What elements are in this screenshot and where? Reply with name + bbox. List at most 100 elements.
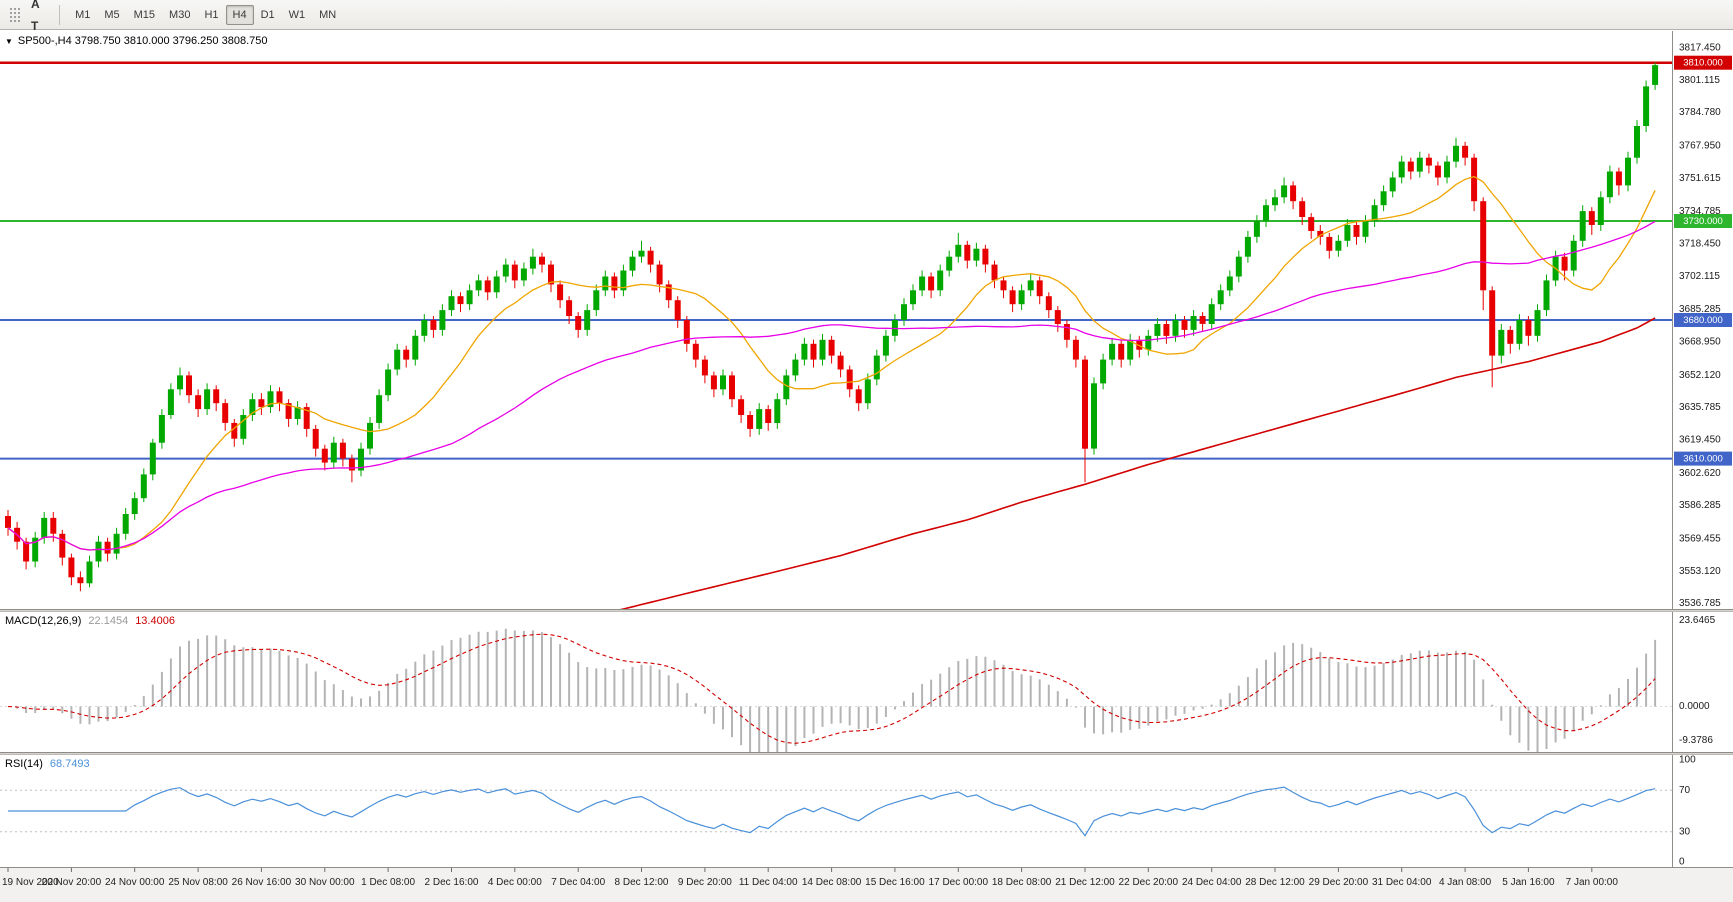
time-axis-label: 18 Dec 08:00 — [992, 877, 1052, 888]
macd-main-value: 22.1454 — [88, 615, 129, 627]
price-axis-label: 3569.455 — [1679, 533, 1721, 544]
price-chart-canvas[interactable]: 3817.450 3801.115 3784.780 3767.950 3751.615… — [0, 31, 1733, 609]
macd-axis-label: -9.3786 — [1679, 735, 1713, 746]
timeframe-m15-button[interactable]: M15 — [127, 5, 162, 25]
time-axis-label: 11 Dec 04:00 — [739, 877, 798, 888]
candlestick-series — [5, 62, 1659, 592]
timeframe-w1-button[interactable]: W1 — [282, 5, 313, 25]
text-tool-button[interactable]: T — [26, 15, 48, 37]
toolbar-separator — [59, 4, 61, 25]
timeframe-mn-button[interactable]: MN — [312, 5, 343, 25]
price-axis-label: 3668.950 — [1679, 337, 1721, 348]
rsi-axis-label: 100 — [1679, 755, 1696, 766]
price-axis-label: 3536.785 — [1679, 598, 1721, 609]
price-axis-label: 3817.450 — [1679, 43, 1721, 54]
time-axis-label: 8 Dec 12:00 — [615, 877, 669, 888]
svg-text:3680.000: 3680.000 — [1683, 315, 1723, 326]
timeframe-m1-button[interactable]: M1 — [68, 5, 97, 25]
time-axis-label: 31 Dec 04:00 — [1372, 877, 1432, 888]
timeframe-buttons: M1 M5 M15 M30 H1 H4 D1 W1 MN — [68, 4, 343, 25]
macd-axis-label: 23.6465 — [1679, 615, 1716, 626]
time-axis-label: 15 Dec 16:00 — [865, 877, 925, 888]
time-axis-label: 14 Dec 08:00 — [802, 877, 862, 888]
price-tag-3730.000[interactable]: 3730.000 — [1674, 214, 1732, 228]
time-axis[interactable]: 19 Nov 2020 20 Nov 20:00 24 Nov 00:00 25 No… — [0, 868, 1733, 902]
rsi-axis-label: 0 — [1679, 857, 1685, 867]
time-axis-label: 24 Nov 00:00 — [105, 877, 165, 888]
time-axis-label: 22 Dec 20:00 — [1119, 877, 1179, 888]
ma-slow-line — [619, 317, 1656, 609]
price-axis-label: 3602.620 — [1679, 468, 1721, 479]
time-axis-label: 24 Dec 04:00 — [1182, 877, 1242, 888]
ma-mid-line — [7, 220, 1656, 551]
price-axis-label: 3586.285 — [1679, 500, 1721, 511]
time-axis-label: 21 Dec 12:00 — [1055, 877, 1115, 888]
price-axis-label: 3767.950 — [1679, 141, 1721, 152]
svg-text:3810.000: 3810.000 — [1683, 58, 1723, 69]
rsi-readout: RSI(14) 68.7493 — [5, 758, 90, 770]
price-tag-3680.000[interactable]: 3680.000 — [1674, 313, 1732, 327]
time-axis-label: 26 Nov 16:00 — [232, 877, 292, 888]
time-axis-label: 25 Nov 08:00 — [168, 877, 228, 888]
time-axis-label: 17 Dec 00:00 — [929, 877, 989, 888]
time-axis-label: 30 Nov 00:00 — [295, 877, 355, 888]
macd-histogram — [16, 628, 1657, 752]
chart-menu-icon[interactable]: ▼ — [5, 36, 13, 46]
rsi-canvas[interactable]: 100 70 30 0 — [0, 755, 1733, 867]
price-axis-label: 3784.780 — [1679, 107, 1721, 118]
time-axis-label: 7 Dec 04:00 — [551, 877, 605, 888]
panel-splitter — [0, 867, 1733, 868]
time-axis-label: 2 Dec 16:00 — [425, 877, 479, 888]
time-axis-label: 28 Dec 12:00 — [1245, 877, 1305, 888]
rsi-panel[interactable]: RSI(14) 68.7493 100 70 30 0 — [0, 755, 1733, 867]
timeframe-m30-button[interactable]: M30 — [162, 5, 197, 25]
chart-ohlc-readout: ▼ SP500-,H4 3798.750 3810.000 3796.250 3… — [5, 35, 267, 47]
svg-text:3610.000: 3610.000 — [1683, 454, 1723, 465]
text-tool-icon: T — [31, 18, 39, 33]
rsi-line — [8, 786, 1656, 837]
macd-readout: MACD(12,26,9) 22.1454 13.4006 — [5, 615, 175, 627]
panel-splitter[interactable] — [0, 752, 1733, 755]
toolbar-drag-handle[interactable] — [8, 5, 20, 24]
time-axis-label: 7 Jan 00:00 — [1566, 877, 1619, 888]
cursor-a-tool-button[interactable]: A — [26, 0, 48, 15]
rsi-value: 68.7493 — [49, 758, 90, 770]
time-axis-label: 19 Nov 2020 — [2, 877, 59, 888]
price-axis-label: 3553.120 — [1679, 566, 1721, 577]
macd-panel[interactable]: MACD(12,26,9) 22.1454 13.4006 23.6465 0.0… — [0, 612, 1733, 752]
time-axis-label: 1 Dec 08:00 — [361, 877, 415, 888]
time-axis-label: 29 Dec 20:00 — [1309, 877, 1369, 888]
symbol-ohlc-text: SP500-,H4 3798.750 3810.000 3796.250 380… — [17, 35, 268, 47]
cursor-a-tool-icon: A — [31, 0, 40, 11]
svg-text:3730.000: 3730.000 — [1683, 216, 1723, 227]
price-tag-3810.000[interactable]: 3810.000 — [1674, 55, 1732, 70]
timeframe-h1-button[interactable]: H1 — [197, 5, 225, 25]
price-axis-label: 3801.115 — [1679, 75, 1720, 86]
price-axis-label: 3702.115 — [1679, 271, 1720, 282]
macd-axis-label: 0.0000 — [1679, 701, 1710, 712]
time-axis-label: 5 Jan 16:00 — [1502, 877, 1555, 888]
price-axis-label: 3635.785 — [1679, 402, 1721, 413]
macd-title: MACD(12,26,9) — [5, 615, 82, 627]
macd-signal-value: 13.4006 — [135, 615, 175, 627]
timeframe-h4-button[interactable]: H4 — [225, 4, 254, 25]
time-axis-label: 9 Dec 20:00 — [678, 877, 732, 888]
ma-fast-line — [7, 175, 1656, 551]
timeframe-m5-button[interactable]: M5 — [97, 5, 126, 25]
macd-signal-line — [7, 633, 1656, 744]
panel-splitter[interactable] — [0, 609, 1733, 612]
timeframe-d1-button[interactable]: D1 — [254, 5, 282, 25]
price-chart-panel[interactable]: ▼ SP500-,H4 3798.750 3810.000 3796.250 3… — [0, 31, 1733, 609]
price-axis-label: 3652.120 — [1679, 370, 1721, 381]
price-axis-label: 3619.450 — [1679, 435, 1721, 446]
price-axis-label: 3751.615 — [1679, 173, 1721, 184]
price-axis-label: 3685.285 — [1679, 304, 1721, 315]
time-axis-label: 4 Dec 00:00 — [488, 877, 542, 888]
macd-canvas[interactable]: 23.6465 0.0000 -9.3786 — [0, 612, 1733, 752]
price-tag-3610.000[interactable]: 3610.000 — [1674, 451, 1732, 466]
rsi-title: RSI(14) — [5, 758, 43, 770]
rsi-axis-label: 30 — [1679, 826, 1691, 837]
